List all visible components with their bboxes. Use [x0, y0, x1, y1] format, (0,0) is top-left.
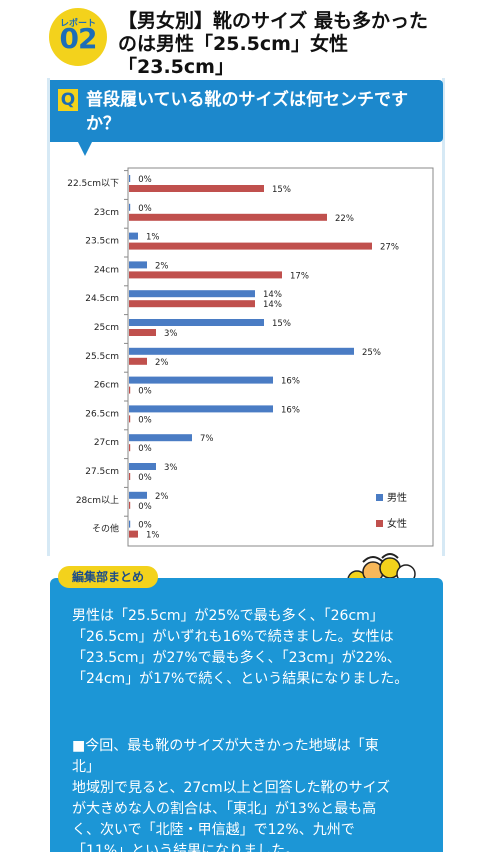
- question-banner: Q 普段履いている靴のサイズは何センチですか？: [50, 80, 443, 142]
- data-label: 0%: [138, 415, 152, 425]
- bar-female: [129, 501, 131, 509]
- summary-line: が大きめな人の割合は、「東北」が13%と最も高: [72, 801, 377, 817]
- bar-male: [129, 347, 354, 355]
- bar-male: [129, 434, 192, 442]
- data-label: 3%: [164, 463, 178, 473]
- bar-female: [129, 415, 131, 423]
- bar-male: [129, 491, 147, 499]
- title-line: 【男女別】靴のサイズ 最も多かった: [118, 10, 429, 32]
- summary-paragraph: ■今回、最も靴のサイズが大きかった地域は「東 北」 地域別で見ると、27cm以上…: [72, 736, 430, 862]
- data-label: 1%: [146, 233, 160, 243]
- bar-male: [129, 520, 131, 528]
- legend-swatch: [376, 520, 383, 527]
- data-label: 0%: [138, 204, 152, 214]
- data-label: 2%: [155, 492, 169, 502]
- data-label: 17%: [290, 271, 309, 281]
- data-label: 2%: [155, 261, 169, 271]
- data-label: 27%: [380, 243, 399, 253]
- report-badge: レポート 02: [49, 8, 107, 66]
- bar-female: [129, 444, 131, 452]
- category-label: 24cm: [94, 265, 119, 275]
- data-label: 0%: [138, 521, 152, 531]
- frame-border-left: [47, 78, 50, 556]
- legend-label: 男性: [387, 491, 407, 504]
- data-label: 7%: [200, 434, 214, 444]
- summary-line: く、次いで「北陸・甲信越」で12%、九州で: [72, 822, 355, 838]
- legend-label: 女性: [387, 517, 407, 530]
- frame-border-right: [442, 78, 445, 556]
- bar-female: [129, 357, 147, 365]
- summary-tag: 編集部まとめ: [58, 566, 159, 588]
- legend-swatch: [376, 494, 383, 501]
- summary-line: 地域別で見ると、27cm以上と回答した靴のサイズ: [72, 780, 391, 796]
- data-label: 0%: [138, 444, 152, 454]
- bar-male: [129, 405, 273, 413]
- bar-female: [129, 329, 156, 336]
- bar-female: [129, 300, 255, 308]
- category-label: 25.5cm: [85, 352, 119, 362]
- speech-tail: [78, 142, 92, 156]
- category-label: 28cm以上: [76, 495, 119, 506]
- question-text: 普段履いている靴のサイズは何センチですか？: [86, 90, 408, 134]
- data-label: 16%: [281, 405, 300, 415]
- bar-male: [129, 232, 138, 240]
- bar-male: [129, 376, 273, 384]
- summary-line: ■今回、最も靴のサイズが大きかった地域は「東: [72, 738, 379, 754]
- summary-box: 男性は「25.5cm」が25%で最も多く、「26cm」「26.5cm」がいずれも…: [50, 578, 443, 859]
- badge-number: 02: [59, 22, 98, 55]
- bar-male: [129, 203, 131, 211]
- data-label: 0%: [138, 175, 152, 185]
- summary-paragraph: 男性は「25.5cm」が25%で最も多く、「26cm」「26.5cm」がいずれも…: [72, 608, 409, 687]
- data-label: 0%: [138, 387, 152, 397]
- plot-area: [127, 167, 434, 547]
- summary-line: 北」: [72, 759, 100, 775]
- bar-male: [129, 463, 156, 470]
- data-label: 3%: [164, 329, 178, 339]
- bar-chart: 22.5cm以下 0% 15% 23cm 0% 22% 23.5cm 1% 27% 24cm 2% 1…: [67, 167, 434, 547]
- q-icon: Q: [58, 89, 78, 111]
- data-label: 0%: [138, 473, 152, 483]
- data-label: 25%: [362, 348, 381, 358]
- bar-female: [129, 530, 138, 538]
- category-label: 27.5cm: [85, 467, 119, 477]
- bar-female: [129, 386, 131, 394]
- data-label: 1%: [146, 531, 160, 541]
- category-label: 25cm: [94, 323, 119, 333]
- data-label: 16%: [281, 377, 300, 387]
- bar-female: [129, 473, 131, 480]
- category-label: 26.5cm: [85, 409, 119, 419]
- bar-male: [129, 175, 131, 182]
- bar-male: [129, 290, 255, 298]
- category-label: 26cm: [94, 381, 119, 391]
- category-label: 22.5cm以下: [67, 179, 119, 189]
- data-label: 14%: [263, 290, 282, 300]
- badge-label: レポート: [59, 19, 96, 29]
- category-label: 23cm: [94, 208, 119, 218]
- title-line: のは男性「25.5cm」女性: [118, 33, 348, 55]
- bar-female: [129, 213, 327, 221]
- bar-female: [129, 242, 372, 250]
- data-label: 14%: [263, 300, 282, 310]
- data-label: 22%: [335, 214, 354, 224]
- page-title: 【男女別】靴のサイズ 最も多かった のは男性「25.5cm」女性 「23.5cm…: [118, 10, 470, 79]
- category-label: 27cm: [94, 438, 119, 448]
- category-label: 23.5cm: [85, 237, 119, 247]
- bar-male: [129, 261, 147, 269]
- data-label: 15%: [272, 185, 291, 195]
- category-label: その他: [92, 523, 119, 535]
- data-label: 2%: [155, 358, 169, 368]
- bar-female: [129, 271, 282, 279]
- bar-male: [129, 319, 264, 326]
- bar-female: [129, 185, 264, 192]
- data-label: 0%: [138, 502, 152, 512]
- category-label: 24.5cm: [85, 294, 119, 304]
- data-label: 15%: [272, 319, 291, 329]
- title-line: 「23.5cm」: [118, 56, 234, 78]
